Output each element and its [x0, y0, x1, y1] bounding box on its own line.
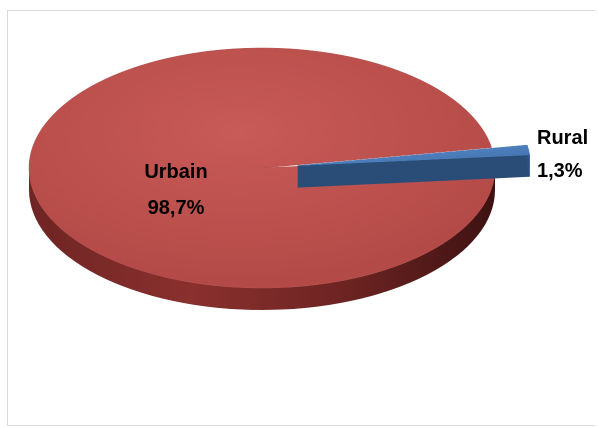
- slice-side-urbain: [29, 168, 495, 310]
- slice-label-urbain: Urbain: [144, 161, 207, 183]
- slice-value-urbain: 98,7%: [148, 197, 205, 219]
- slice-value-rural: 1,3%: [537, 160, 583, 182]
- slice-urbain: [28, 47, 496, 289]
- slice-label-rural: Rural: [537, 127, 588, 149]
- slice-rural: [297, 144, 531, 166]
